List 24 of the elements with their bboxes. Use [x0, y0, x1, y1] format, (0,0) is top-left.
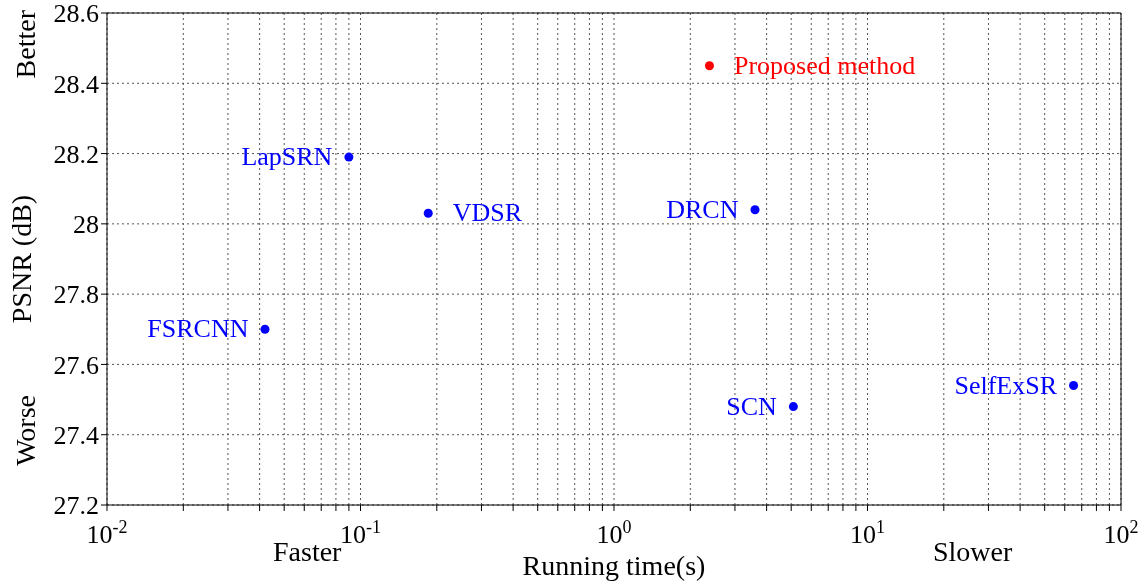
series-label: Proposed method — [733, 50, 916, 80]
y-tick-label: 28.4 — [53, 69, 99, 99]
text: Worse — [10, 395, 42, 466]
x-tick-label: 10$^{-1}$ — [340, 517, 381, 549]
series-label: LapSRN — [241, 142, 333, 172]
x-tick-label: 10$^{0}$ — [596, 517, 632, 549]
x-axis-title: Running time(s) — [522, 550, 706, 581]
y-tick-label: 28.6 — [53, 0, 99, 29]
text: Better — [10, 10, 42, 79]
y-tick-label: 28 — [73, 210, 99, 240]
y-tick-label: 27.8 — [53, 280, 99, 310]
y-tick-label: 27.4 — [53, 420, 99, 450]
x-tick-label: 10$^{1}$ — [850, 517, 885, 549]
text: Slower — [933, 536, 1013, 568]
series-label: SCN — [726, 391, 778, 421]
y-axis-title: PSNR (dB) — [5, 194, 37, 324]
series-label: DRCN — [666, 194, 739, 224]
y-tick-label: 27.6 — [53, 350, 99, 380]
x-tick-label: 10$^{2}$ — [1103, 517, 1139, 549]
series-label: SelfExSR — [954, 370, 1058, 400]
text: Faster — [273, 536, 342, 568]
series-label: VDSR — [452, 198, 523, 228]
y-tick-label: 28.2 — [53, 139, 99, 169]
series-label: FSRCNN — [147, 314, 249, 344]
